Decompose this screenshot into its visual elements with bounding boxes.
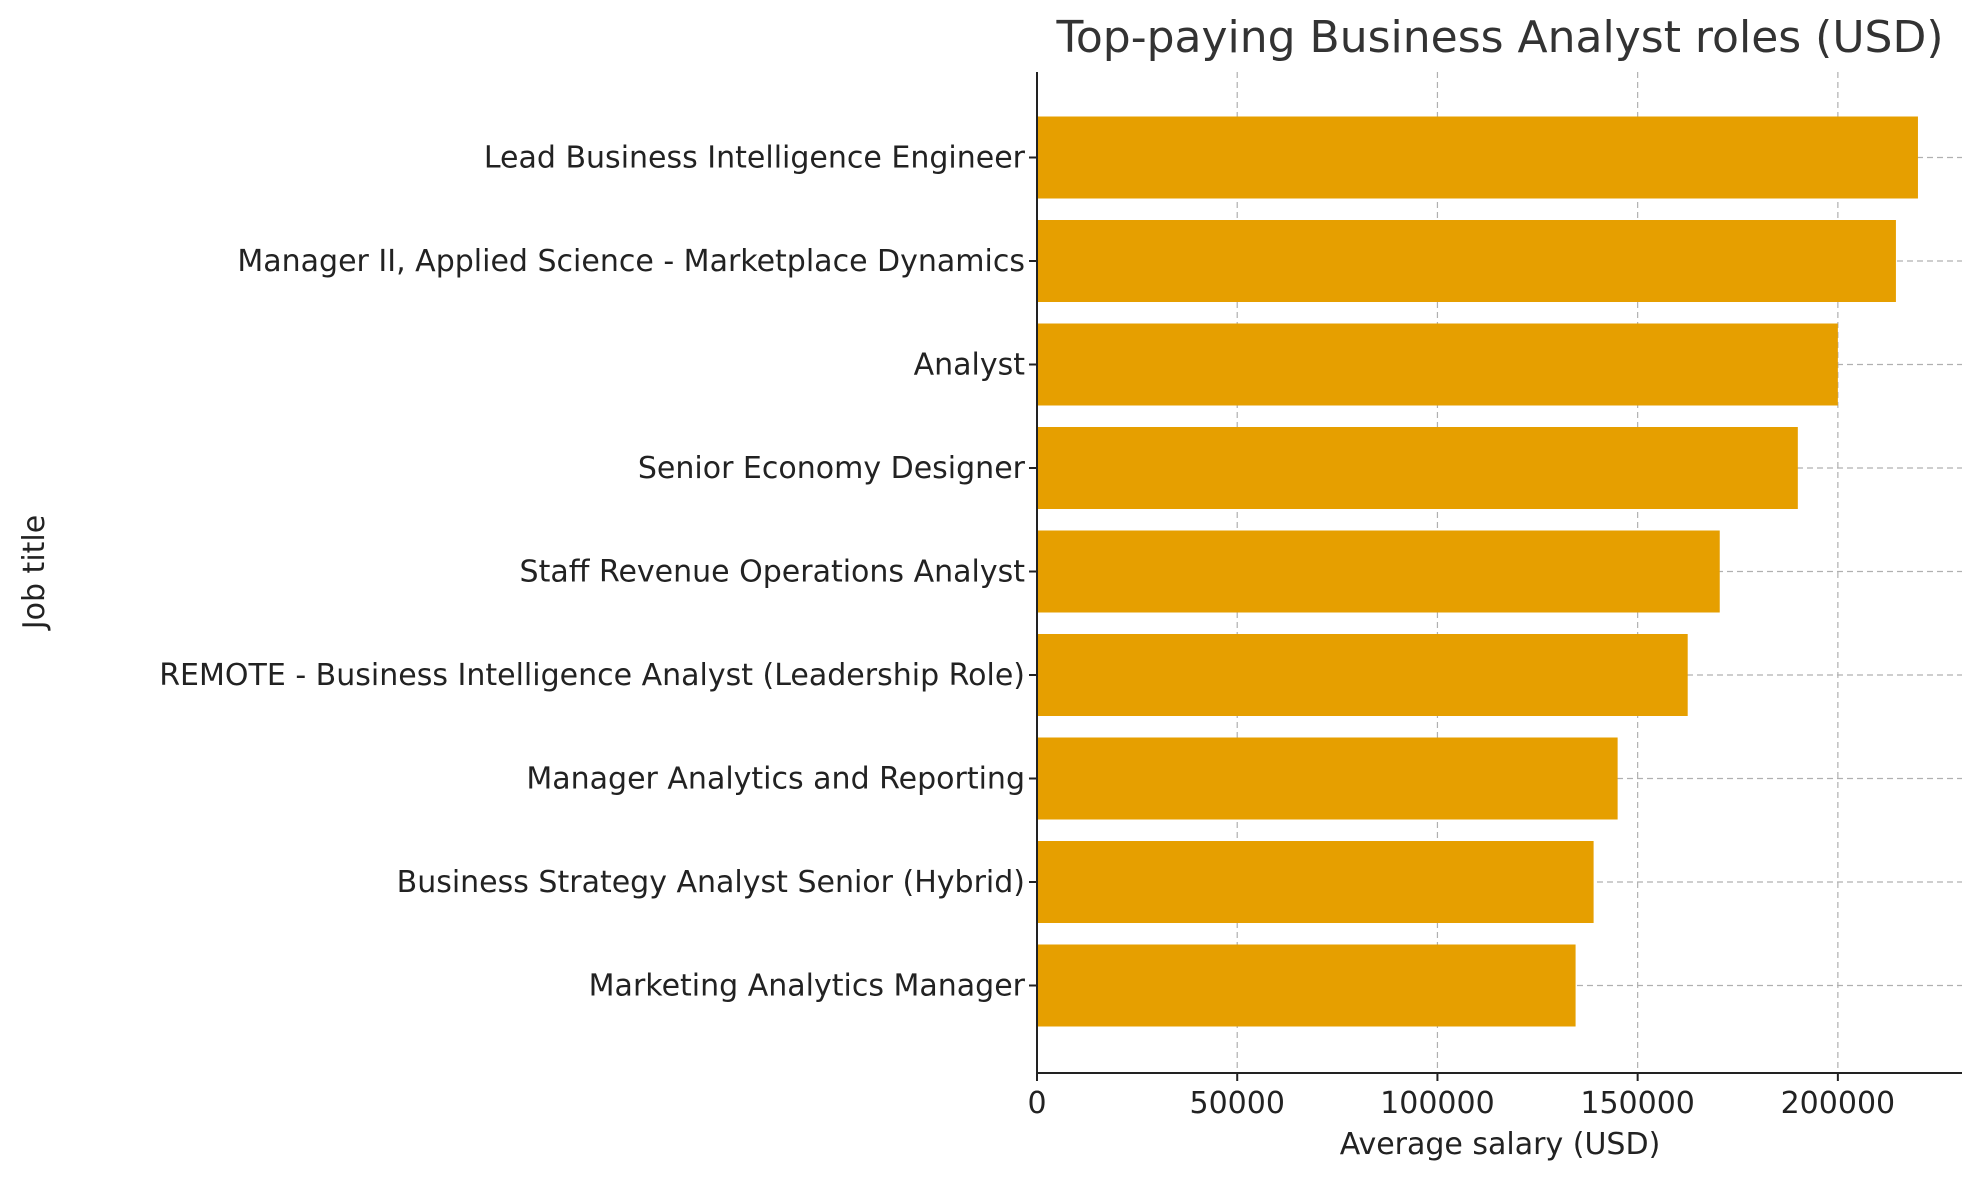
bar [1037, 737, 1618, 820]
x-tick-label: 100000 [1380, 1086, 1495, 1121]
y-tick-label: Senior Economy Designer [638, 451, 1026, 486]
bar [1037, 530, 1720, 613]
bar [1037, 634, 1688, 716]
y-tick-label: Manager II, Applied Science - Marketplac… [237, 244, 1025, 279]
bar [1037, 841, 1594, 923]
y-tick-label: Marketing Analytics Manager [589, 969, 1026, 1004]
x-axis-label: Average salary (USD) [1340, 1127, 1661, 1162]
y-tick-label: Lead Business Intelligence Engineer [484, 141, 1026, 176]
tick-labels: 0 50000 100000 150000 200000 Lead Business In… [159, 141, 1895, 1122]
x-tick-label: 0 [1027, 1086, 1046, 1121]
y-axis-label: Job title [17, 515, 52, 631]
axes [1029, 72, 1962, 1081]
bar [1037, 116, 1918, 199]
y-tick-label: Staff Revenue Operations Analyst [520, 555, 1026, 590]
bar [1037, 220, 1896, 302]
x-tick-label: 200000 [1781, 1086, 1896, 1121]
y-tick-label: Manager Analytics and Reporting [526, 762, 1025, 797]
y-tick-label: REMOTE - Business Intelligence Analyst (… [159, 658, 1025, 693]
x-tick-label: 150000 [1580, 1086, 1695, 1121]
y-tick-label: Business Strategy Analyst Senior (Hybrid… [397, 865, 1025, 900]
y-tick-label: Analyst [914, 348, 1026, 383]
bar [1037, 427, 1798, 509]
bars [1037, 116, 1918, 1027]
bar [1037, 944, 1576, 1027]
chart-title: Top-paying Business Analyst roles (USD) [1055, 12, 1943, 63]
x-tick-label: 50000 [1189, 1086, 1284, 1121]
bar [1037, 323, 1838, 406]
